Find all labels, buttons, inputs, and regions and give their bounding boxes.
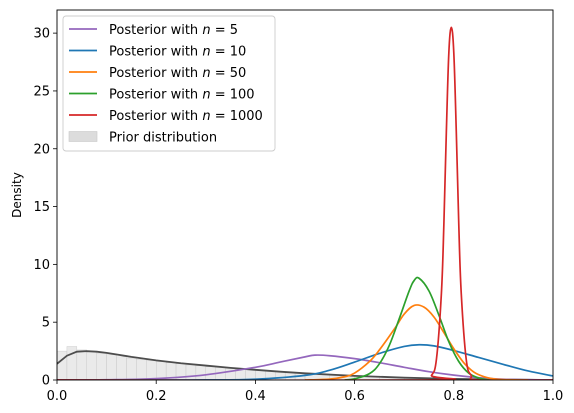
prior-hist-bar: [86, 352, 97, 380]
y-tick-label: 25: [33, 84, 50, 99]
legend-swatch-prior: [68, 131, 98, 142]
x-tick-label: 0.0: [47, 389, 68, 404]
legend-box: [62, 15, 276, 152]
legend-label-prior: Prior distribution: [109, 131, 217, 146]
x-tick-label: 0.8: [443, 389, 464, 404]
prior-hist-bar: [57, 350, 68, 380]
y-tick-label: 20: [33, 142, 50, 157]
y-tick-label: 0: [42, 374, 50, 389]
posterior-series: [57, 26, 553, 380]
legend: Posterior with n = 5 Posterior with n = 1…: [62, 15, 276, 152]
prior-hist-bar: [96, 353, 107, 380]
legend-label: Posterior with n = 5: [109, 23, 238, 38]
y-tick-label: 5: [42, 316, 50, 331]
prior-hist-bar: [126, 357, 137, 380]
x-tick-label: 0.2: [146, 389, 167, 404]
plot-frame: [56, 9, 554, 381]
prior-hist-bar: [116, 356, 127, 380]
legend-label: Posterior with n = 100: [109, 88, 255, 103]
legend-label: Posterior with n = 1000: [109, 109, 263, 124]
posterior-line-50: [304, 304, 529, 380]
prior-hist-bar: [195, 365, 207, 380]
x-axis: 0.0 0.2 0.4 0.6 0.8 1.0: [47, 380, 564, 404]
legend-label: Posterior with n = 10: [109, 45, 246, 60]
x-tick-label: 0.6: [344, 389, 365, 404]
posterior-line-100: [344, 276, 489, 380]
prior-hist-bar: [185, 364, 197, 380]
y-tick-label: 30: [33, 27, 50, 42]
y-axis-label: Density: [10, 172, 24, 218]
x-tick-label: 0.4: [245, 389, 266, 404]
y-tick-label: 15: [33, 200, 50, 215]
prior-hist-bar: [106, 354, 117, 380]
prior-hist-bar: [76, 349, 87, 380]
x-tick-label: 1.0: [543, 389, 564, 404]
prior-hist-bar: [136, 358, 147, 380]
posterior-line-1000: [57, 26, 553, 380]
prior-hist-bar: [155, 361, 167, 380]
y-axis: 0 5 10 15 20 25 30: [33, 27, 57, 389]
prior-density-line: [57, 350, 553, 380]
y-tick-label: 10: [33, 258, 50, 273]
legend-label: Posterior with n = 50: [109, 66, 246, 81]
prior-hist-bar: [146, 360, 157, 380]
